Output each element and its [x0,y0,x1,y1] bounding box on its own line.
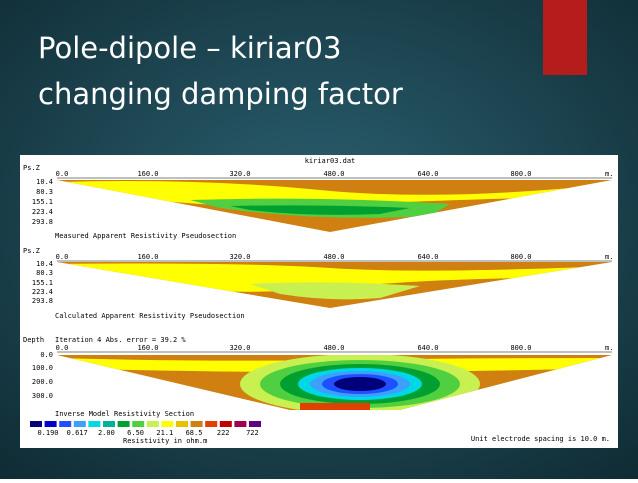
legend-swatch [59,421,72,427]
section-caption: Measured Apparent Resistivity Pseudosect… [55,232,236,240]
depth-label: 100.0 [32,364,53,372]
depth-label: 155.1 [32,198,53,206]
x-tick-label: 480.0 [323,253,344,261]
x-tick-label: 160.0 [137,344,158,352]
legend-swatch [249,421,261,427]
x-tick-label: 800.0 [510,344,531,352]
unit-label: m. [605,170,613,178]
zone [300,403,370,410]
depth-label: 155.1 [32,279,53,287]
iteration-label: Iteration 4 Abs. error = 39.2 % [55,336,186,344]
x-tick-label: 480.0 [323,344,344,352]
depth-label: 80.3 [36,269,53,277]
depth-label: 10.4 [36,260,53,268]
legend-swatch [88,421,101,427]
legend-label: 222 [217,429,230,437]
section-caption: Calculated Apparent Resistivity Pseudose… [55,312,245,320]
legend-swatch [205,421,218,427]
legend-label: 2.00 [98,429,115,437]
accent-bar [543,0,587,75]
legend-swatch [44,421,57,427]
section-caption: Inverse Model Resistivity Section [55,410,194,418]
depth-label: 80.3 [36,188,53,196]
depth-label: 300.0 [32,392,53,400]
legend-label: 6.50 [127,429,144,437]
depth-label: 0.0 [40,351,53,359]
legend-swatch [117,421,130,427]
legend-unit: Resistivity in ohm.m [123,437,207,445]
depth-label: 200.0 [32,378,53,386]
legend-swatch [103,421,115,427]
x-tick-label: 320.0 [229,344,250,352]
spacing-note: Unit electrode spacing is 10.0 m. [471,435,610,443]
legend-label: 21.1 [156,429,173,437]
x-tick-label: 640.0 [417,170,438,178]
legend-swatch [161,421,174,427]
depth-label: 10.4 [36,178,53,186]
legend-swatch [146,421,159,427]
x-tick-label: 800.0 [510,253,531,261]
x-tick-label: 320.0 [229,170,250,178]
legend-label: 722 [246,429,259,437]
file-name: kiriar03.dat [305,157,356,165]
x-tick-label: 0.0 [56,170,69,178]
legend-label: 0.617 [67,429,88,437]
x-tick-label: 800.0 [510,170,531,178]
depth-label: 223.4 [32,288,53,296]
x-tick-label: 160.0 [137,253,158,261]
section-fill [57,180,612,232]
legend-swatch [176,421,188,427]
slide-title: changing damping factor [38,77,403,111]
legend-swatch [73,421,86,427]
legend-swatch [30,421,42,427]
legend-label: 0.190 [37,429,58,437]
x-tick-label: 0.0 [56,344,69,352]
axis-label: Depth [23,336,44,344]
legend-swatch [234,421,247,427]
zone [230,205,410,215]
x-tick-label: 480.0 [323,170,344,178]
depth-label: 293.8 [32,218,53,226]
slide-title: Pole-dipole – kiriar03 [38,31,341,65]
axis-label: Ps.Z [23,164,40,172]
legend-label: 68.5 [186,429,203,437]
legend-swatch [219,421,232,427]
legend-swatch [132,421,145,427]
x-tick-label: 640.0 [417,253,438,261]
x-tick-label: 0.0 [56,253,69,261]
zone [57,263,612,292]
depth-label: 293.8 [32,297,53,305]
unit-label: m. [605,344,613,352]
x-tick-label: 640.0 [417,344,438,352]
x-tick-label: 160.0 [137,170,158,178]
zone [250,282,420,300]
axis-label: Ps.Z [23,247,40,255]
depth-label: 223.4 [32,208,53,216]
legend-swatch [190,421,203,427]
zone [334,377,386,391]
unit-label: m. [605,253,613,261]
x-tick-label: 320.0 [229,253,250,261]
